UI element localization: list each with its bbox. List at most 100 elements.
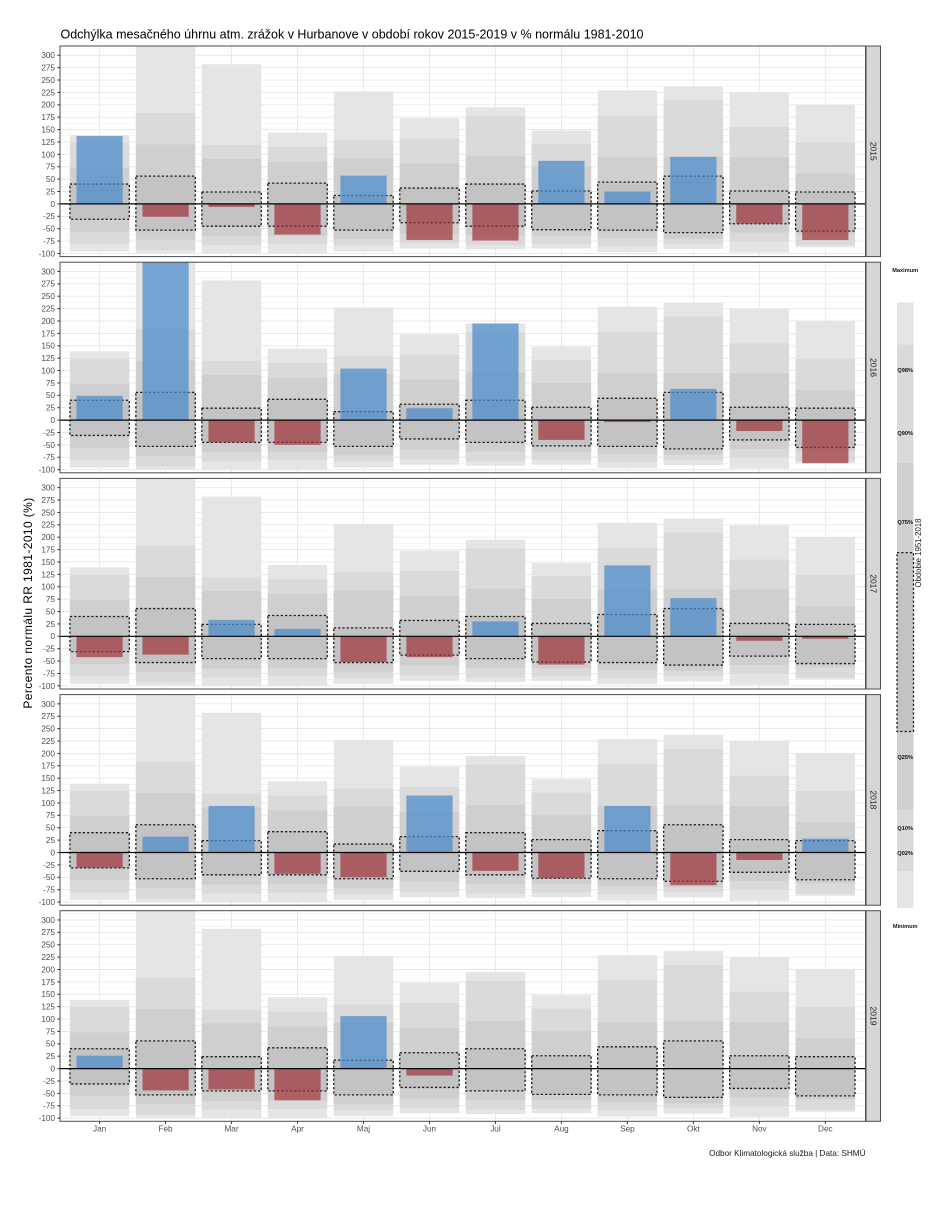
svg-text:-75: -75	[43, 453, 55, 462]
svg-text:50: 50	[46, 391, 56, 400]
svg-text:25: 25	[46, 836, 56, 845]
svg-text:150: 150	[41, 342, 55, 351]
svg-text:-100: -100	[39, 1114, 56, 1123]
svg-text:125: 125	[41, 1003, 55, 1012]
svg-text:75: 75	[46, 1027, 56, 1036]
svg-text:-75: -75	[43, 669, 55, 678]
svg-text:300: 300	[41, 700, 55, 709]
svg-text:Maximum: Maximum	[892, 268, 918, 274]
svg-text:2015: 2015	[868, 142, 878, 161]
svg-text:-25: -25	[43, 645, 55, 654]
svg-text:250: 250	[41, 508, 55, 517]
svg-text:200: 200	[41, 749, 55, 758]
svg-text:-100: -100	[39, 682, 56, 691]
svg-text:0: 0	[50, 416, 55, 425]
svg-text:Aug: Aug	[554, 1124, 569, 1133]
svg-text:Q98%: Q98%	[897, 368, 913, 374]
svg-text:Q10%: Q10%	[897, 826, 913, 832]
svg-text:Q02%: Q02%	[897, 851, 913, 857]
svg-text:225: 225	[41, 521, 55, 530]
svg-text:175: 175	[41, 113, 55, 122]
svg-text:225: 225	[41, 953, 55, 962]
svg-text:100: 100	[41, 150, 55, 159]
svg-text:50: 50	[46, 607, 56, 616]
svg-text:250: 250	[41, 76, 55, 85]
svg-text:-75: -75	[43, 1102, 55, 1111]
svg-text:150: 150	[41, 558, 55, 567]
svg-text:-25: -25	[43, 428, 55, 437]
svg-text:Maj: Maj	[357, 1124, 370, 1133]
svg-text:-50: -50	[43, 1089, 55, 1098]
svg-text:200: 200	[41, 533, 55, 542]
svg-text:-100: -100	[39, 249, 56, 258]
svg-text:25: 25	[46, 1052, 56, 1061]
svg-text:-50: -50	[43, 873, 55, 882]
svg-text:125: 125	[41, 354, 55, 363]
svg-text:2016: 2016	[868, 358, 878, 377]
svg-text:Odchýlka mesačného úhrnu atm.: Odchýlka mesačného úhrnu atm. zrážok v H…	[61, 28, 644, 42]
svg-text:25: 25	[46, 404, 56, 413]
svg-text:300: 300	[41, 51, 55, 60]
svg-text:Minimum: Minimum	[893, 924, 918, 930]
svg-text:Percento normálu RR 1981-2010: Percento normálu RR 1981-2010 (%)	[21, 497, 35, 708]
svg-text:275: 275	[41, 496, 55, 505]
svg-text:Jun: Jun	[423, 1124, 437, 1133]
svg-text:175: 175	[41, 978, 55, 987]
svg-text:0: 0	[50, 200, 55, 209]
svg-text:300: 300	[41, 484, 55, 493]
svg-text:200: 200	[41, 965, 55, 974]
svg-text:175: 175	[41, 329, 55, 338]
svg-text:0: 0	[50, 1065, 55, 1074]
svg-text:-50: -50	[43, 657, 55, 666]
svg-text:-25: -25	[43, 212, 55, 221]
svg-text:Q90%: Q90%	[897, 431, 913, 437]
svg-text:125: 125	[41, 138, 55, 147]
svg-text:-75: -75	[43, 237, 55, 246]
svg-text:100: 100	[41, 366, 55, 375]
svg-text:150: 150	[41, 990, 55, 999]
svg-text:2019: 2019	[868, 1007, 878, 1026]
svg-text:Jul: Jul	[490, 1124, 501, 1133]
svg-text:2018: 2018	[868, 790, 878, 809]
svg-text:125: 125	[41, 786, 55, 795]
svg-text:Sep: Sep	[620, 1124, 635, 1133]
svg-text:225: 225	[41, 88, 55, 97]
svg-text:300: 300	[41, 916, 55, 925]
svg-text:275: 275	[41, 64, 55, 73]
svg-text:225: 225	[41, 737, 55, 746]
svg-text:50: 50	[46, 175, 56, 184]
svg-text:Dec: Dec	[818, 1124, 833, 1133]
svg-text:100: 100	[41, 583, 55, 592]
svg-text:250: 250	[41, 725, 55, 734]
svg-text:275: 275	[41, 928, 55, 937]
svg-text:Okt: Okt	[687, 1124, 700, 1133]
svg-text:25: 25	[46, 187, 56, 196]
svg-text:0: 0	[50, 848, 55, 857]
svg-text:-100: -100	[39, 898, 56, 907]
svg-text:Q25%: Q25%	[897, 755, 913, 761]
svg-text:Apr: Apr	[291, 1124, 304, 1133]
svg-text:Odbor Klimatologická služba |: Odbor Klimatologická služba | Data: SHMÚ	[709, 1148, 865, 1158]
svg-text:25: 25	[46, 620, 56, 629]
svg-text:125: 125	[41, 570, 55, 579]
svg-text:200: 200	[41, 101, 55, 110]
svg-text:-25: -25	[43, 861, 55, 870]
svg-text:-50: -50	[43, 225, 55, 234]
svg-text:75: 75	[46, 811, 56, 820]
svg-text:150: 150	[41, 774, 55, 783]
svg-text:Nov: Nov	[752, 1124, 767, 1133]
svg-text:Feb: Feb	[159, 1124, 174, 1133]
svg-text:75: 75	[46, 163, 56, 172]
svg-text:50: 50	[46, 1040, 56, 1049]
svg-text:50: 50	[46, 824, 56, 833]
svg-text:Q75%: Q75%	[897, 520, 913, 526]
svg-text:Jan: Jan	[93, 1124, 107, 1133]
svg-text:300: 300	[41, 267, 55, 276]
svg-text:-25: -25	[43, 1077, 55, 1086]
svg-text:175: 175	[41, 762, 55, 771]
svg-text:175: 175	[41, 545, 55, 554]
svg-text:275: 275	[41, 712, 55, 721]
svg-text:275: 275	[41, 280, 55, 289]
svg-text:200: 200	[41, 317, 55, 326]
svg-text:250: 250	[41, 292, 55, 301]
